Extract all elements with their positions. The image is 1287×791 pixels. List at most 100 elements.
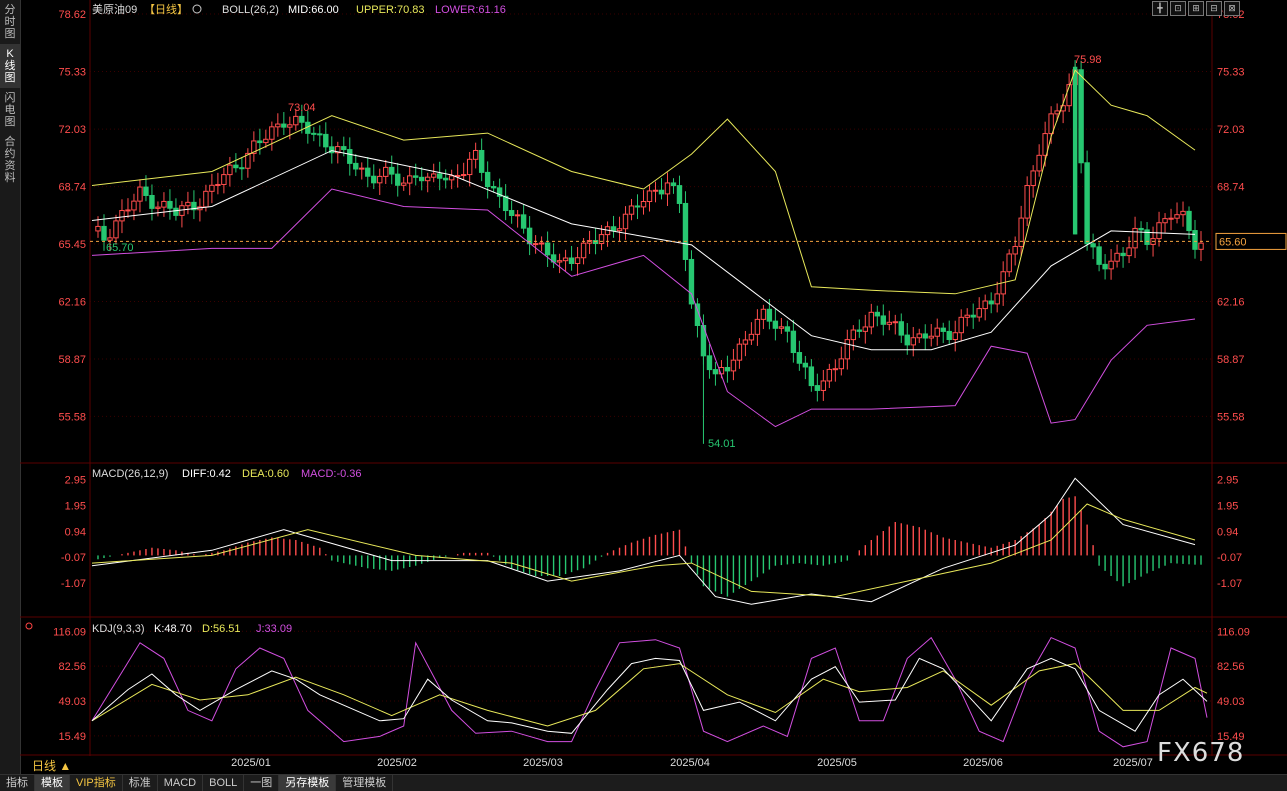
candle	[868, 311, 875, 328]
candle	[922, 333, 928, 339]
candle	[1186, 210, 1192, 232]
candle	[185, 201, 191, 207]
candle	[562, 257, 569, 262]
kdj-legend-k: K:48.70	[154, 623, 192, 635]
kdj-y-tick-right: 82.56	[1217, 661, 1245, 673]
kdj-y-tick-left: 82.56	[58, 661, 86, 673]
candle	[832, 368, 839, 371]
period-selector[interactable]: 日线 ▲	[32, 759, 72, 773]
toolbar-button-2[interactable]: ⊞	[1188, 1, 1204, 16]
y-tick-right: 58.87	[1217, 354, 1245, 366]
candle	[844, 339, 851, 360]
candle	[862, 326, 869, 332]
y-tick-left: 62.16	[58, 296, 86, 308]
view-tab-1[interactable]: K 线 图	[0, 44, 20, 88]
candle	[119, 210, 125, 222]
view-tab-2[interactable]: 闪 电 图	[4, 92, 16, 128]
candle	[934, 327, 940, 337]
toolbar-button-1[interactable]: ⊡	[1170, 1, 1186, 16]
candle	[233, 164, 239, 169]
macd-y-tick-right: 0.94	[1217, 526, 1238, 538]
kdj-settings-icon	[25, 622, 33, 630]
macd-legend-name: MACD(26,12,9)	[92, 468, 168, 480]
view-tab-3[interactable]: 合 约 资 料	[4, 136, 16, 184]
candle	[436, 173, 443, 179]
candle	[1024, 185, 1030, 219]
candle	[1090, 243, 1096, 248]
candle	[395, 173, 401, 186]
candle	[383, 166, 389, 177]
boll-lower-line	[91, 188, 1196, 428]
toolbar-button-0[interactable]: ╋	[1152, 1, 1168, 16]
kdj-y-tick-right: 49.03	[1217, 696, 1245, 708]
candle	[706, 355, 713, 371]
candle	[1030, 170, 1036, 187]
macd-y-tick-left: 1.95	[65, 500, 86, 512]
candle	[466, 158, 473, 176]
candle	[1126, 247, 1132, 257]
x-tick-label: 2025/04	[670, 757, 710, 769]
candle	[754, 318, 761, 335]
candle	[1012, 245, 1018, 255]
toolbar-button-3[interactable]: ⊟	[1206, 1, 1222, 16]
candle	[784, 326, 791, 332]
candle	[95, 225, 101, 232]
candle	[778, 326, 785, 329]
y-tick-left: 68.74	[58, 182, 86, 194]
bottom-tab-8[interactable]: 管理模板	[336, 775, 394, 791]
candle	[946, 330, 952, 341]
kdj-y-tick-left: 49.03	[58, 696, 86, 708]
bottom-tab-6[interactable]: 一图	[244, 775, 280, 791]
y-tick-left: 75.33	[58, 66, 86, 78]
candle	[1198, 242, 1204, 250]
candle	[952, 332, 958, 341]
boll-upper-line	[91, 69, 1196, 295]
candle	[508, 210, 515, 216]
candle	[275, 123, 281, 128]
bottom-template-bar: 指标 模板 VIP指标 标准 MACD BOLL 一图 另存模板 管理模板	[0, 774, 1287, 791]
watermark: FX678	[1157, 738, 1245, 768]
kdj-legend-name: KDJ(9,3,3)	[92, 623, 145, 635]
candle	[1114, 252, 1120, 262]
x-tick-label: 2025/01	[231, 757, 271, 769]
candle	[113, 220, 119, 239]
candle	[988, 300, 994, 305]
chart-toolbar: ╋ ⊡ ⊞ ⊟ ⊠	[1152, 1, 1240, 16]
macd-y-tick-left: -0.07	[61, 552, 86, 564]
candle	[1006, 253, 1012, 273]
candle	[514, 214, 521, 217]
candle	[317, 133, 323, 136]
bottom-tab-3[interactable]: 标准	[123, 775, 158, 791]
candle	[1162, 218, 1168, 224]
candle	[137, 186, 143, 202]
bottom-tab-4[interactable]: MACD	[158, 775, 204, 791]
candle	[1180, 210, 1186, 216]
candle	[125, 209, 131, 212]
candle	[191, 201, 197, 211]
bottom-tab-7[interactable]: 另存模板	[279, 775, 337, 791]
bottom-tab-1[interactable]: 模板	[35, 775, 70, 791]
candle	[664, 182, 671, 195]
candle	[347, 149, 353, 164]
toolbar-button-4[interactable]: ⊠	[1224, 1, 1240, 16]
view-tab-0[interactable]: 分 时 图	[4, 4, 16, 40]
candle	[149, 194, 155, 209]
candle	[850, 329, 857, 341]
y-tick-left: 58.87	[58, 354, 86, 366]
bottom-tab-5[interactable]: BOLL	[203, 775, 245, 791]
candle	[658, 189, 665, 195]
candle	[712, 369, 719, 375]
y-tick-right: 55.58	[1217, 411, 1245, 423]
macd-legend-dea: DEA:0.60	[242, 468, 289, 480]
y-tick-left: 55.58	[58, 411, 86, 423]
candle	[1144, 229, 1150, 245]
bottom-tab-0[interactable]: 指标	[0, 775, 35, 791]
candle	[323, 133, 329, 148]
left-view-tabs: 分 时 图 K 线 图闪 电 图合 约 资 料	[0, 0, 21, 774]
bottom-tab-2[interactable]: VIP指标	[70, 775, 123, 791]
candle	[538, 242, 545, 245]
y-tick-left: 65.45	[58, 239, 86, 251]
candle	[413, 175, 419, 178]
candle	[820, 380, 827, 391]
chart-area[interactable]: 78.6278.6275.3375.3372.0372.0368.7468.74…	[20, 0, 1287, 774]
